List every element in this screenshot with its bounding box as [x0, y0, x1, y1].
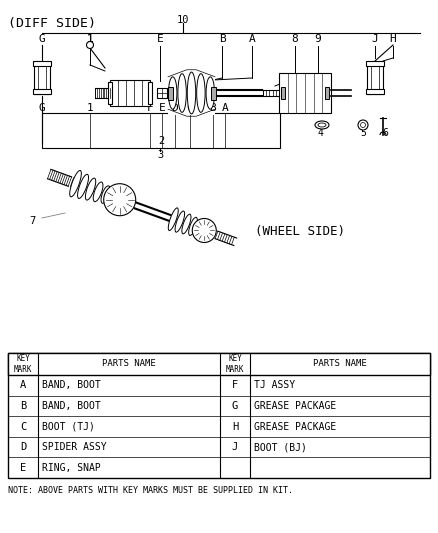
- Ellipse shape: [169, 77, 177, 109]
- Bar: [325, 87, 329, 99]
- Text: H: H: [232, 422, 238, 432]
- Text: G: G: [39, 34, 46, 44]
- Bar: [148, 82, 152, 104]
- Ellipse shape: [182, 214, 191, 234]
- Text: B: B: [219, 34, 226, 44]
- Bar: [211, 86, 215, 100]
- Ellipse shape: [85, 178, 96, 200]
- Text: GREASE PACKAGE: GREASE PACKAGE: [254, 401, 336, 411]
- Bar: [157, 88, 167, 98]
- Bar: [33, 61, 51, 66]
- Text: 1: 1: [87, 34, 93, 44]
- Text: A: A: [249, 34, 255, 44]
- Text: PARTS NAME: PARTS NAME: [102, 359, 156, 368]
- Text: 5: 5: [360, 128, 366, 138]
- Text: 2: 2: [158, 136, 164, 146]
- Text: BAND, BOOT: BAND, BOOT: [42, 381, 101, 390]
- Text: GREASE PACKAGE: GREASE PACKAGE: [254, 422, 336, 432]
- Text: A: A: [20, 381, 26, 390]
- Bar: [367, 62, 383, 94]
- Bar: [366, 89, 384, 94]
- Bar: [366, 61, 384, 66]
- Text: G: G: [39, 103, 46, 113]
- Ellipse shape: [189, 217, 198, 236]
- Circle shape: [360, 123, 365, 127]
- Text: B: B: [210, 103, 216, 113]
- Text: RING, SNAP: RING, SNAP: [42, 463, 101, 473]
- Text: J: J: [371, 34, 378, 44]
- Text: 10: 10: [177, 15, 189, 25]
- Ellipse shape: [175, 211, 184, 232]
- Text: SPIDER ASSY: SPIDER ASSY: [42, 442, 106, 452]
- Bar: [34, 62, 50, 94]
- Text: (DIFF SIDE): (DIFF SIDE): [8, 17, 96, 30]
- Text: 3: 3: [157, 150, 163, 160]
- Text: (WHEEL SIDE): (WHEEL SIDE): [255, 225, 345, 238]
- Text: 1: 1: [87, 34, 93, 44]
- Text: 6: 6: [382, 128, 388, 138]
- Text: E: E: [157, 34, 163, 44]
- Ellipse shape: [187, 72, 196, 114]
- Text: 8: 8: [292, 34, 298, 44]
- Text: 7: 7: [29, 216, 35, 226]
- Text: TJ ASSY: TJ ASSY: [254, 381, 295, 390]
- Text: E: E: [20, 463, 26, 473]
- Bar: [168, 71, 215, 115]
- Text: G: G: [232, 401, 238, 411]
- Bar: [95, 88, 110, 98]
- Ellipse shape: [206, 77, 215, 109]
- Text: C: C: [20, 422, 26, 432]
- Circle shape: [358, 120, 368, 130]
- Circle shape: [192, 219, 216, 243]
- Text: 4: 4: [317, 128, 323, 138]
- Circle shape: [104, 184, 136, 216]
- Bar: [279, 73, 331, 113]
- Text: C: C: [187, 103, 193, 113]
- Text: BOOT (BJ): BOOT (BJ): [254, 442, 307, 452]
- Text: J: J: [232, 442, 238, 452]
- Bar: [33, 89, 51, 94]
- Text: F: F: [147, 103, 153, 113]
- Bar: [110, 80, 150, 106]
- Bar: [263, 90, 279, 96]
- Ellipse shape: [93, 182, 103, 201]
- Bar: [8, 353, 430, 375]
- Circle shape: [86, 42, 93, 49]
- Ellipse shape: [70, 171, 81, 197]
- Text: H: H: [390, 34, 396, 44]
- Text: A: A: [222, 103, 228, 113]
- Bar: [42, 113, 280, 148]
- Ellipse shape: [168, 208, 178, 231]
- Text: KEY
MARK: KEY MARK: [226, 354, 244, 374]
- Text: B: B: [20, 401, 26, 411]
- Ellipse shape: [197, 74, 205, 112]
- Bar: [108, 82, 112, 104]
- Ellipse shape: [101, 186, 110, 203]
- Text: D: D: [172, 103, 178, 113]
- Text: F: F: [232, 381, 238, 390]
- Ellipse shape: [318, 123, 326, 127]
- Text: E: E: [159, 103, 166, 113]
- Ellipse shape: [78, 174, 88, 198]
- Text: 1: 1: [87, 103, 93, 113]
- Text: KEY
MARK: KEY MARK: [14, 354, 32, 374]
- Text: D: D: [20, 442, 26, 452]
- Bar: [167, 86, 173, 100]
- Text: NOTE: ABOVE PARTS WITH KEY MARKS MUST BE SUPPLIED IN KIT.: NOTE: ABOVE PARTS WITH KEY MARKS MUST BE…: [8, 486, 293, 495]
- Bar: [8, 353, 430, 478]
- Text: 9: 9: [314, 34, 321, 44]
- Text: BAND, BOOT: BAND, BOOT: [42, 401, 101, 411]
- Text: PARTS NAME: PARTS NAME: [313, 359, 367, 368]
- Ellipse shape: [178, 74, 186, 112]
- Bar: [281, 87, 285, 99]
- Text: BOOT (TJ): BOOT (TJ): [42, 422, 95, 432]
- Ellipse shape: [315, 121, 329, 129]
